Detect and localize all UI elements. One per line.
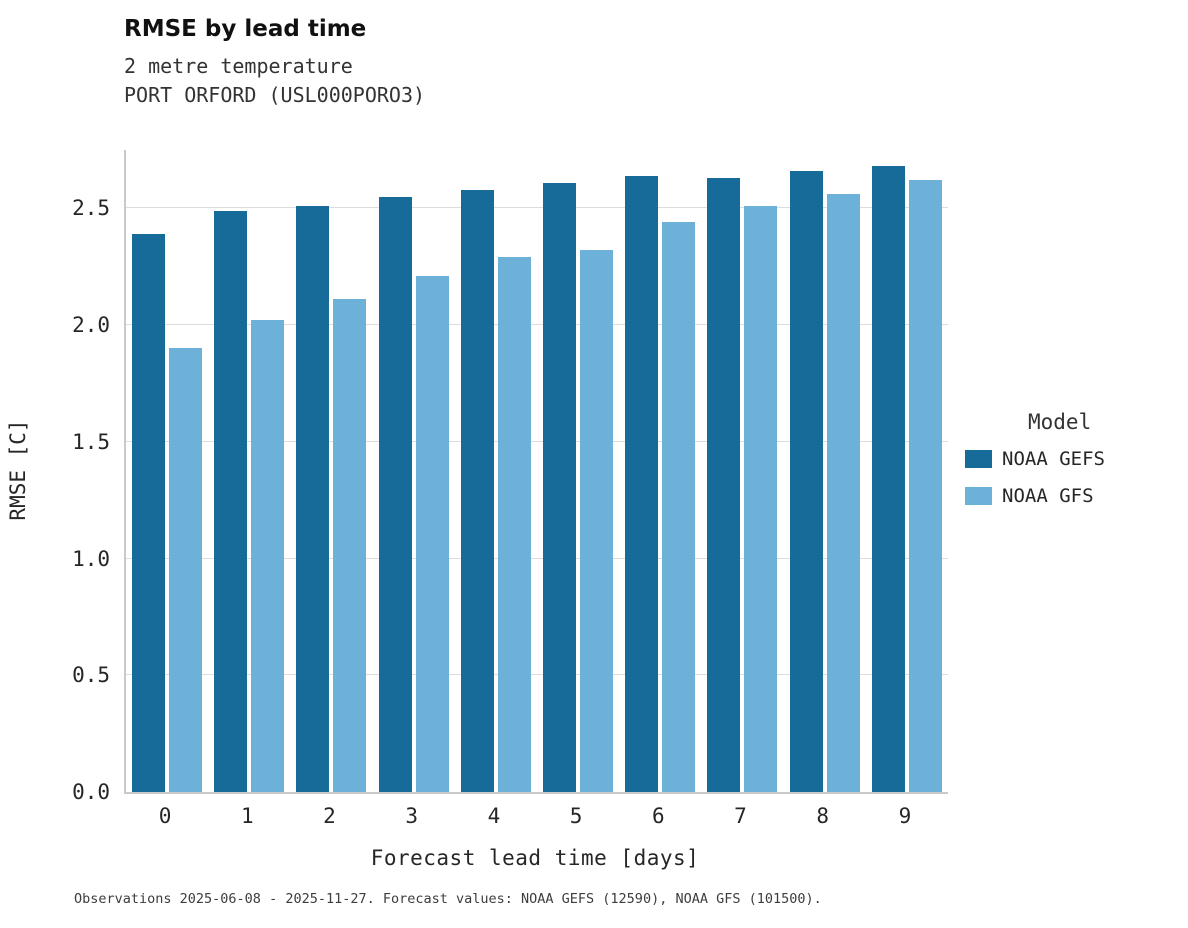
x-axis-tick-label: 0 bbox=[158, 804, 172, 828]
bar-noaa-gefs bbox=[460, 189, 494, 792]
bar-group bbox=[537, 182, 619, 792]
x-axis-title: Forecast lead time [days] bbox=[370, 846, 700, 870]
bar-group bbox=[866, 166, 948, 792]
y-axis-title: RMSE [C] bbox=[6, 419, 30, 521]
legend-label-noaa-gefs: NOAA GEFS bbox=[1002, 448, 1105, 470]
bar-noaa-gfs bbox=[662, 222, 696, 792]
footer-caption: Observations 2025-06-08 - 2025-11-27. Fo… bbox=[74, 891, 822, 907]
gridline bbox=[126, 674, 948, 676]
bar-noaa-gfs bbox=[744, 206, 778, 792]
bar-noaa-gfs bbox=[333, 299, 367, 792]
bar-noaa-gfs bbox=[497, 257, 531, 792]
bar-noaa-gfs bbox=[908, 180, 942, 792]
legend-swatch-noaa-gfs-icon bbox=[965, 487, 992, 505]
x-axis-tick-label: 2 bbox=[323, 804, 336, 828]
bar-group bbox=[619, 175, 701, 792]
chart-subtitle-station: PORT ORFORD (USL000PORO3) bbox=[124, 83, 426, 107]
bar-noaa-gefs bbox=[214, 210, 248, 792]
y-axis-tick-label: 0.0 bbox=[72, 780, 110, 804]
bar-noaa-gefs bbox=[871, 166, 905, 792]
plot-area bbox=[124, 150, 948, 794]
legend-item-noaa-gefs: NOAA GEFS bbox=[965, 448, 1175, 470]
chart-subtitle-variable: 2 metre temperature bbox=[124, 54, 353, 78]
legend-swatch-noaa-gefs-icon bbox=[965, 450, 992, 468]
bar-noaa-gfs bbox=[251, 320, 285, 792]
gridline bbox=[126, 440, 948, 442]
gridline bbox=[126, 207, 948, 209]
x-axis-tick-label: 9 bbox=[898, 804, 912, 828]
legend-item-noaa-gfs: NOAA GFS bbox=[965, 485, 1175, 507]
bar-noaa-gefs bbox=[543, 182, 577, 792]
chart-title: RMSE by lead time bbox=[124, 16, 367, 42]
bar-group bbox=[208, 210, 290, 792]
y-axis-tick-label: 0.5 bbox=[72, 663, 110, 688]
y-axis-tick-label: 2.0 bbox=[72, 313, 110, 338]
bar-group bbox=[126, 234, 208, 792]
x-axis-tick-label: 4 bbox=[487, 804, 501, 828]
bar-noaa-gefs bbox=[132, 234, 166, 792]
legend-title: Model bbox=[1028, 410, 1092, 434]
chart-subtitle: 2 metre temperature PORT ORFORD (USL000P… bbox=[124, 52, 425, 110]
x-axis-tick-label: 5 bbox=[569, 804, 583, 828]
bar-noaa-gefs bbox=[707, 178, 741, 792]
bar-group bbox=[373, 196, 455, 792]
bar-noaa-gefs bbox=[789, 171, 823, 792]
bar-group bbox=[784, 171, 866, 792]
bar-group bbox=[455, 189, 537, 792]
gridline bbox=[126, 324, 948, 326]
gridline bbox=[126, 557, 948, 559]
y-axis-tick-label: 1.5 bbox=[72, 429, 110, 454]
x-axis-tick-label: 1 bbox=[240, 804, 254, 828]
bar-noaa-gfs bbox=[826, 194, 860, 792]
bar-group bbox=[701, 178, 783, 792]
bar-noaa-gefs bbox=[625, 175, 659, 792]
x-axis-tick-label: 8 bbox=[816, 804, 830, 828]
x-axis-tick-label: 7 bbox=[734, 804, 747, 828]
legend-label-noaa-gfs: NOAA GFS bbox=[1002, 485, 1094, 507]
bar-noaa-gfs bbox=[169, 348, 203, 792]
bar-noaa-gfs bbox=[580, 250, 614, 792]
bar-group bbox=[290, 206, 372, 792]
bar-noaa-gefs bbox=[378, 196, 412, 792]
x-axis-tick-label: 3 bbox=[405, 804, 419, 828]
legend: Model NOAA GEFS NOAA GFS bbox=[965, 410, 1175, 522]
x-axis-tick-label: 6 bbox=[651, 804, 665, 828]
y-axis-tick-label: 1.0 bbox=[72, 546, 110, 571]
bar-noaa-gfs bbox=[415, 276, 449, 792]
y-axis-tick-label: 2.5 bbox=[72, 196, 110, 221]
bar-noaa-gefs bbox=[296, 206, 330, 792]
